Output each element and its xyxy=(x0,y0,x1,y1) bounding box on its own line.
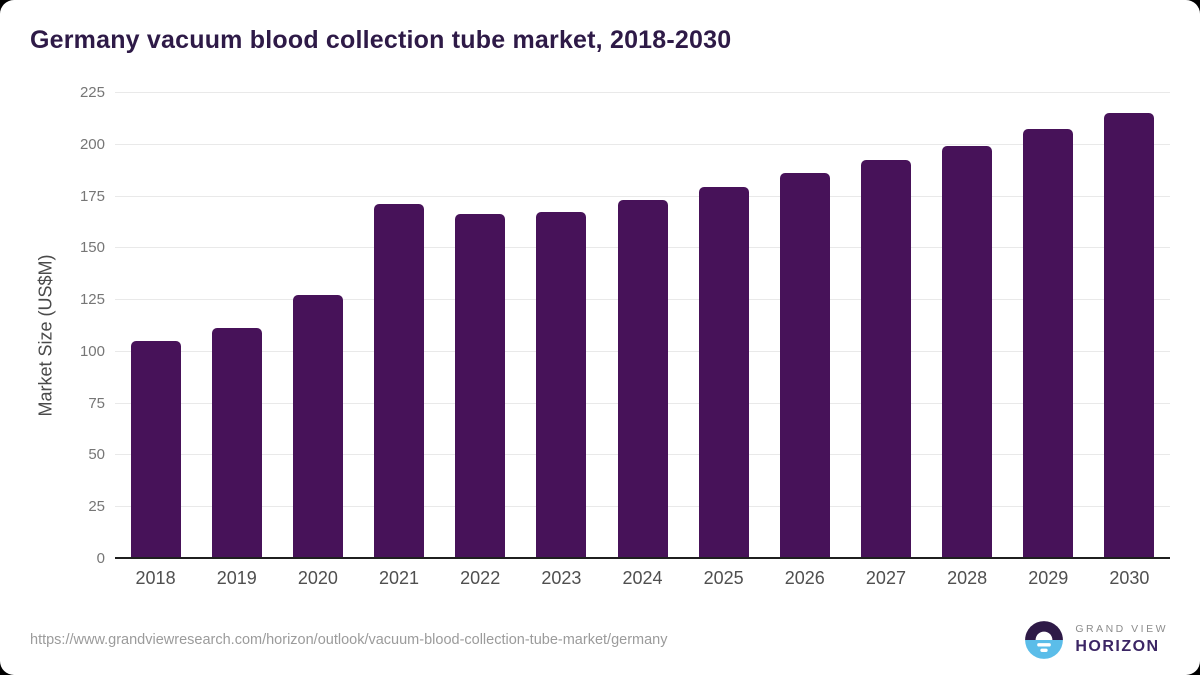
y-tick-label: 225 xyxy=(79,84,105,101)
y-tick-label: 25 xyxy=(88,498,105,516)
x-tick-label: 2023 xyxy=(541,568,582,588)
x-tick-label: 2018 xyxy=(135,568,176,588)
bar-2028 xyxy=(942,145,993,558)
source-url: https://www.grandviewresearch.com/horizo… xyxy=(30,632,668,648)
bar-2024 xyxy=(617,199,668,558)
bar-2020 xyxy=(292,294,343,558)
x-axis-line xyxy=(115,557,1170,559)
bar-2018 xyxy=(130,340,181,558)
gridline xyxy=(115,92,1170,93)
bar-2030 xyxy=(1104,112,1155,558)
grand-view-horizon-logo: GRAND VIEW HORIZON xyxy=(1023,619,1168,661)
x-tick-label: 2020 xyxy=(297,568,338,588)
gridline xyxy=(115,143,1170,145)
horizon-sunrise-icon xyxy=(1025,621,1064,659)
logo-text-grand-view: GRAND VIEW xyxy=(1075,623,1168,636)
bar-2025 xyxy=(698,187,749,558)
y-tick-label: 200 xyxy=(79,135,105,153)
y-tick-label: 50 xyxy=(88,446,105,464)
x-tick-label: 2029 xyxy=(1028,568,1069,588)
logo-text: GRAND VIEW HORIZON xyxy=(1075,623,1168,656)
x-tick-label: 2027 xyxy=(865,568,906,588)
y-tick-label: 75 xyxy=(88,394,105,412)
x-tick-label: 2024 xyxy=(622,568,663,588)
x-tick-label: 2030 xyxy=(1109,568,1150,588)
y-tick-label: 0 xyxy=(96,550,105,567)
y-tick-label: 125 xyxy=(79,291,105,309)
bar-2022 xyxy=(455,214,506,558)
bar-2021 xyxy=(374,203,425,558)
logo-text-horizon: HORIZON xyxy=(1075,637,1160,655)
bar-2029 xyxy=(1023,129,1074,558)
y-tick-label: 150 xyxy=(79,239,105,257)
x-tick-label: 2022 xyxy=(460,568,501,588)
y-tick-label: 175 xyxy=(79,187,105,205)
plot-area xyxy=(115,92,1170,559)
x-tick-label: 2026 xyxy=(784,568,825,588)
bar-2019 xyxy=(211,328,262,558)
bar-2023 xyxy=(536,212,587,558)
x-tick-label: 2025 xyxy=(703,568,744,588)
footer: https://www.grandviewresearch.com/horizo… xyxy=(0,613,1200,675)
gridline xyxy=(115,195,1170,197)
x-tick-label: 2021 xyxy=(379,568,420,588)
chart-title: Germany vacuum blood collection tube mar… xyxy=(30,26,732,54)
bar-2027 xyxy=(860,160,911,558)
x-tick-label: 2019 xyxy=(216,568,257,588)
bar-2026 xyxy=(779,172,830,558)
y-tick-label: 100 xyxy=(79,342,105,360)
x-tick-label: 2028 xyxy=(947,568,988,588)
